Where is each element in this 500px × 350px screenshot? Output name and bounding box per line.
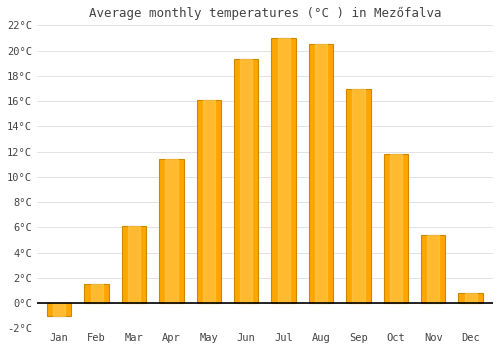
Bar [128, 226, 140, 303]
Bar [90, 284, 102, 303]
Bar [390, 154, 402, 303]
Bar [352, 89, 364, 303]
Bar [240, 60, 252, 303]
Bar [122, 226, 146, 303]
Bar [53, 303, 66, 316]
Bar [278, 38, 289, 303]
Bar [166, 159, 177, 303]
Bar [346, 89, 370, 303]
Bar [203, 100, 215, 303]
Bar [84, 284, 109, 303]
Bar [160, 159, 184, 303]
Bar [196, 100, 221, 303]
Title: Average monthly temperatures (°C ) in Mezőfalva: Average monthly temperatures (°C ) in Me… [88, 7, 441, 20]
Bar [315, 44, 327, 303]
Bar [427, 235, 440, 303]
Bar [47, 303, 72, 316]
Bar [458, 293, 483, 303]
Bar [464, 293, 476, 303]
Bar [234, 60, 258, 303]
Bar [309, 44, 333, 303]
Bar [272, 38, 296, 303]
Bar [384, 154, 408, 303]
Bar [421, 235, 446, 303]
